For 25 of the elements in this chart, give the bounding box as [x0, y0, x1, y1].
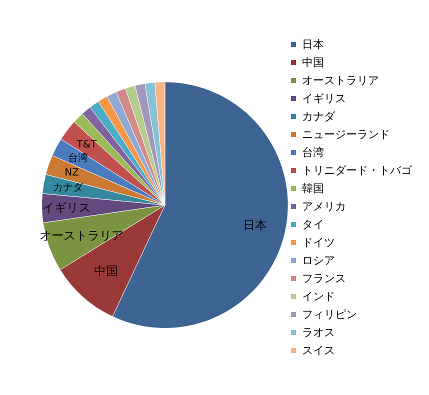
legend-label: フランス — [302, 272, 346, 285]
legend-label: 日本 — [302, 38, 324, 51]
legend-label: フィリピン — [302, 308, 357, 321]
data-label: T&T — [76, 140, 98, 151]
legend-label: トリニダード・トバゴ — [302, 164, 413, 177]
data-label: 日本 — [243, 218, 268, 232]
legend-label: ロシア — [302, 254, 335, 267]
legend-label: スイス — [302, 344, 335, 357]
data-label: カナダ — [52, 182, 84, 194]
legend-label: カナダ — [302, 110, 336, 123]
legend-label: 韓国 — [302, 182, 324, 195]
legend-label: 台湾 — [302, 146, 324, 159]
data-label: 中国 — [94, 264, 118, 278]
legend-label: タイ — [302, 218, 324, 231]
legend-label: インド — [302, 290, 335, 303]
data-label: 台湾 — [68, 152, 88, 164]
legend-label: ラオス — [302, 326, 335, 339]
data-label: NZ — [64, 167, 80, 178]
legend-label: オーストラリア — [302, 74, 379, 87]
legend-label: ドイツ — [302, 236, 335, 249]
legend-label: イギリス — [302, 92, 346, 105]
legend-label: 中国 — [302, 56, 324, 69]
legend-label: アメリカ — [302, 200, 346, 213]
legend-label: ニュージーランド — [302, 128, 390, 141]
data-label: イギリス — [42, 200, 90, 215]
